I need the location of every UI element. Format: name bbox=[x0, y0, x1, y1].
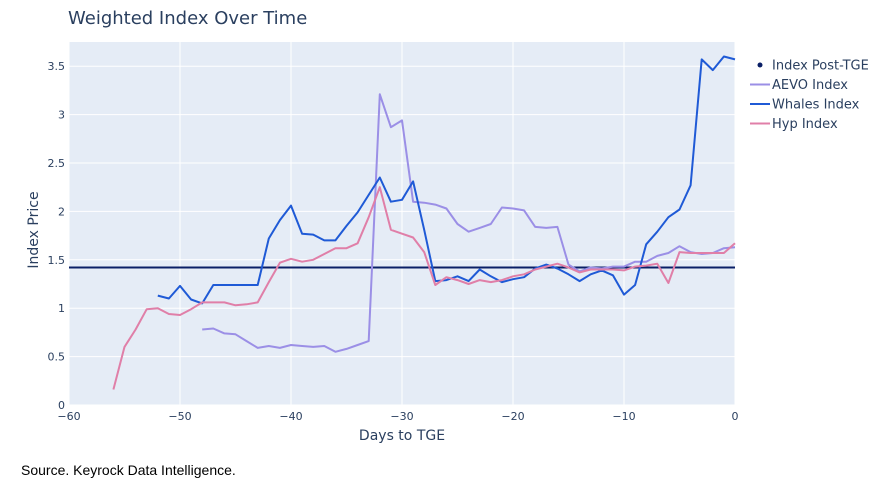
y-tick-label: 0 bbox=[58, 399, 65, 412]
chart-title: Weighted Index Over Time bbox=[68, 8, 307, 29]
x-axis-title: Days to TGE bbox=[359, 428, 445, 444]
hyp-index-line bbox=[112, 186, 736, 390]
y-tick-label: 1.5 bbox=[48, 254, 66, 267]
y-axis-title: Index Price bbox=[26, 191, 42, 268]
x-tick-label: −40 bbox=[279, 410, 302, 423]
legend[interactable]: Index Post-TGE AEVO Index Whales Index Hyp … bbox=[750, 59, 869, 133]
legend-label: Index Post-TGE bbox=[772, 59, 869, 74]
legend-item-hyp-index[interactable]: Hyp Index bbox=[750, 117, 838, 132]
legend-marker bbox=[757, 62, 763, 68]
whales-index-line bbox=[157, 55, 736, 305]
aevo-index-line bbox=[202, 93, 736, 353]
x-tick-label: −60 bbox=[57, 410, 80, 423]
y-tick-label: 0.5 bbox=[48, 351, 66, 364]
x-tick-label: −20 bbox=[501, 410, 524, 423]
x-tick-label: −50 bbox=[168, 410, 191, 423]
y-tick-label: 3 bbox=[58, 109, 65, 122]
legend-item-index-post-tge[interactable]: Index Post-TGE bbox=[757, 59, 869, 74]
grid bbox=[68, 42, 736, 406]
y-tick-label: 2.5 bbox=[48, 157, 66, 170]
legend-label: AEVO Index bbox=[772, 78, 848, 93]
legend-label: Whales Index bbox=[772, 98, 860, 113]
x-tick-label: −30 bbox=[390, 410, 413, 423]
series-layer bbox=[112, 55, 736, 390]
legend-label: Hyp Index bbox=[772, 117, 838, 132]
legend-item-aevo-index[interactable]: AEVO Index bbox=[750, 78, 848, 93]
x-tick-label: −10 bbox=[612, 410, 635, 423]
y-tick-label: 2 bbox=[58, 205, 65, 218]
y-tick-label: 3.5 bbox=[48, 60, 66, 73]
y-tick-label: 1 bbox=[58, 302, 65, 315]
legend-item-whales-index[interactable]: Whales Index bbox=[750, 98, 860, 113]
source-note: Source. Keyrock Data Intelligence. bbox=[21, 462, 236, 478]
x-tick-label: 0 bbox=[732, 410, 739, 423]
tick-labels: −60 −50 −40 −30 −20 −10 0 0 0.5 1 1.5 2 2.5 3 3.5 bbox=[48, 60, 739, 423]
